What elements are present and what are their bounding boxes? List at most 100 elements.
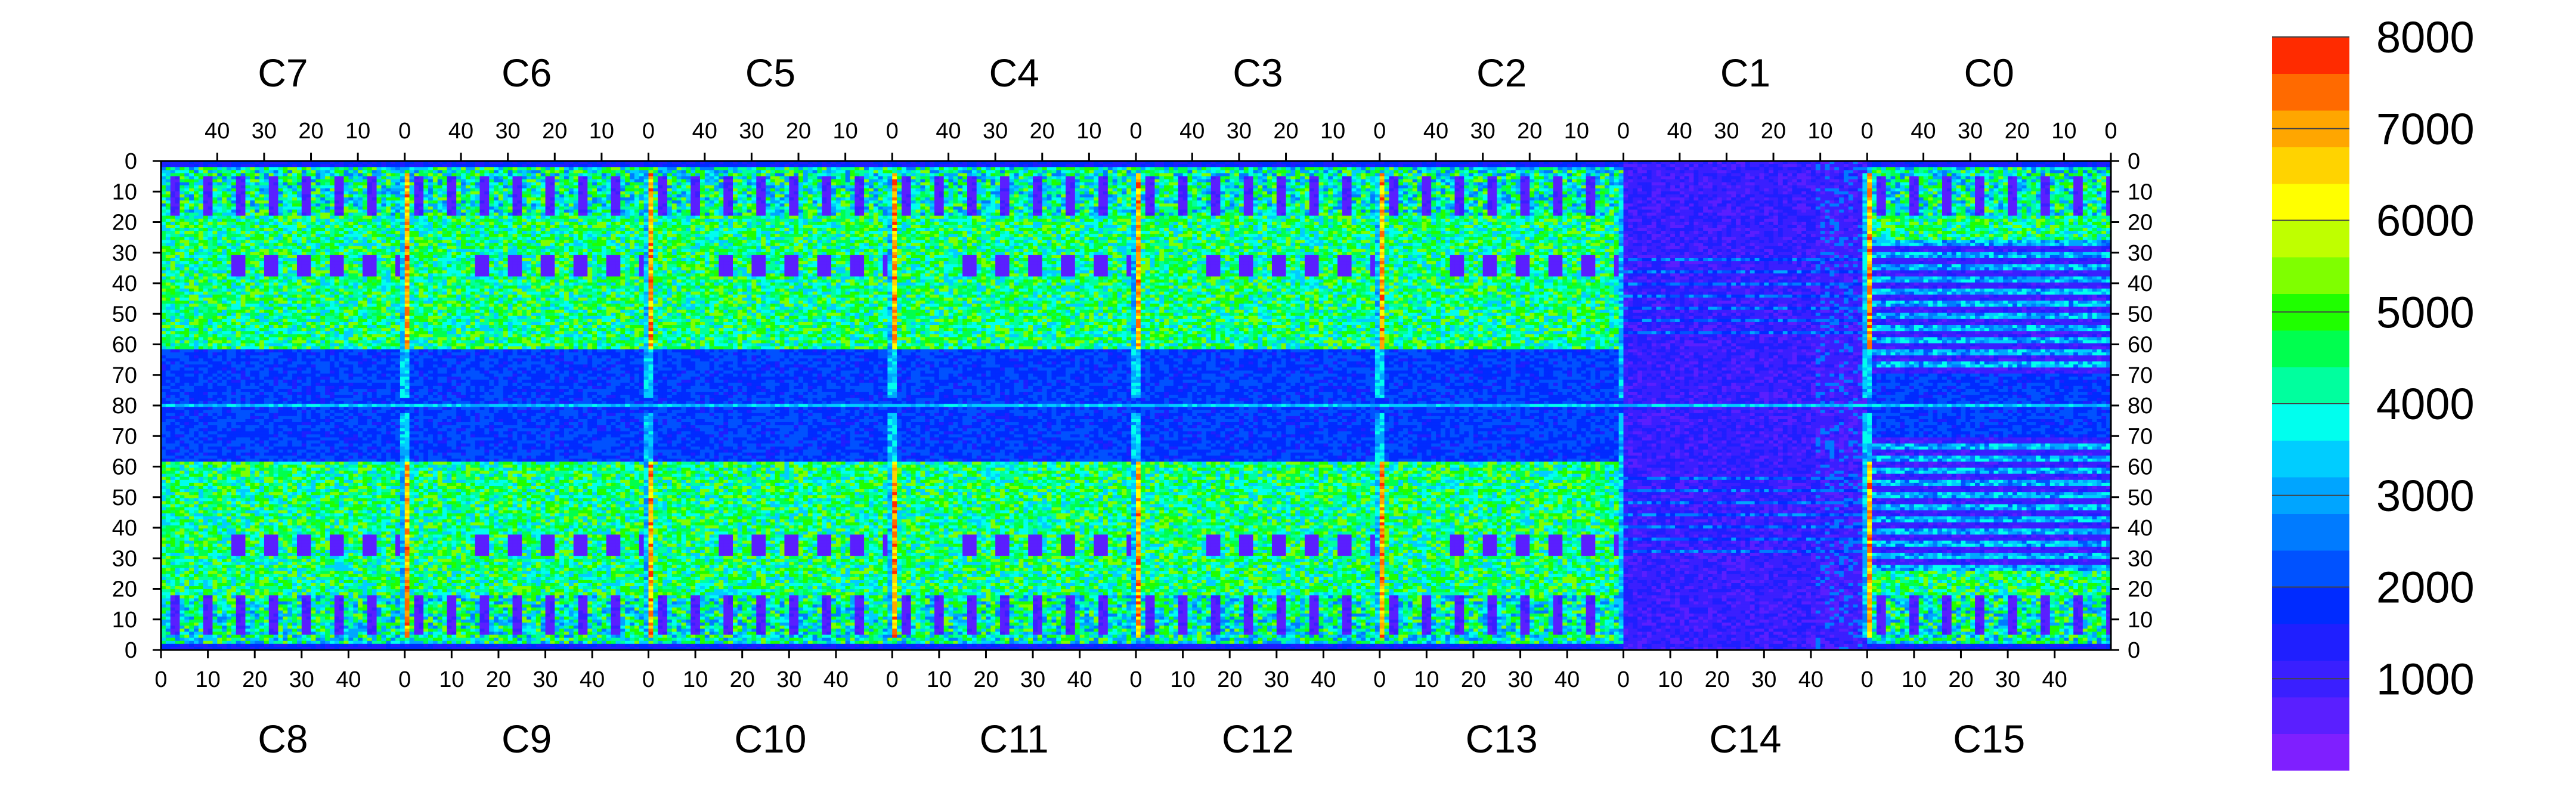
heatmap-cell (208, 380, 213, 383)
heatmap-cell (175, 231, 180, 234)
heatmap-cell (175, 331, 180, 335)
heatmap-cell (166, 456, 171, 459)
heatmap-cell (175, 301, 180, 304)
heatmap-cell (212, 477, 217, 481)
heatmap-cell (212, 620, 217, 623)
heatmap-cell (217, 170, 222, 174)
heatmap-cell (227, 413, 231, 417)
heatmap-cell (199, 246, 203, 250)
heatmap-cell (203, 283, 208, 286)
heatmap-cell (208, 465, 213, 468)
heatmap-cell (208, 267, 213, 271)
heatmap-cell (184, 550, 189, 553)
heatmap-cell (203, 389, 208, 392)
heatmap-cell (222, 191, 227, 195)
heatmap-cell (199, 176, 203, 179)
heatmap-cell (212, 541, 217, 544)
heatmap-cell (189, 319, 194, 323)
heatmap-cell (194, 462, 199, 465)
heatmap-cell (217, 577, 222, 581)
heatmap-cell (171, 495, 175, 499)
heatmap-cell (179, 261, 184, 265)
heatmap-cell (194, 559, 199, 562)
heatmap-cell (212, 641, 217, 645)
heatmap-cell (171, 255, 175, 259)
heatmap-cell (227, 380, 231, 383)
heatmap-cell (171, 519, 175, 523)
heatmap-cell (184, 319, 189, 323)
x-tick-label-top: 0 (1129, 119, 1142, 144)
heatmap-cell (189, 598, 194, 602)
heatmap-cell (189, 316, 194, 320)
heatmap-cell (212, 483, 217, 487)
heatmap-cell (171, 352, 175, 356)
heatmap-cell (217, 471, 222, 475)
heatmap-cell (166, 495, 171, 499)
heatmap-cell (199, 556, 203, 559)
heatmap-cell (212, 480, 217, 484)
heatmap-cell (166, 641, 171, 645)
heatmap-cell (194, 283, 199, 286)
heatmap-cell (199, 425, 203, 429)
heatmap-cell (189, 301, 194, 304)
heatmap-cell (194, 304, 199, 307)
heatmap-cell (203, 252, 208, 256)
heatmap-cell (217, 431, 222, 435)
heatmap-cell (199, 322, 203, 326)
heatmap-cell (179, 480, 184, 484)
heatmap-cell (208, 270, 213, 274)
heatmap-cell (184, 367, 189, 371)
heatmap-cell (227, 191, 231, 195)
heatmap-cell (208, 534, 213, 538)
heatmap-cell (222, 486, 227, 490)
heatmap-cell (203, 313, 208, 317)
heatmap-cell (171, 441, 175, 444)
heatmap-cell (199, 498, 203, 501)
heatmap-cell (171, 626, 175, 629)
heatmap-cell (203, 516, 208, 520)
heatmap-cell (203, 404, 208, 407)
heatmap-cell (194, 191, 199, 195)
heatmap-cell (194, 370, 199, 374)
heatmap-cell (203, 289, 208, 292)
heatmap-cell (179, 401, 184, 404)
heatmap-cell (199, 492, 203, 496)
heatmap-cell (166, 441, 171, 444)
heatmap-cell (212, 501, 217, 504)
heatmap-cell (171, 611, 175, 614)
x-tick-label-bottom: 0 (642, 667, 655, 692)
heatmap-cell (212, 611, 217, 614)
x-tick-label-bottom: 0 (1373, 667, 1386, 692)
heatmap-cell (166, 453, 171, 456)
heatmap-cell (175, 611, 180, 614)
heatmap-cell (203, 349, 208, 353)
heatmap-cell (203, 261, 208, 265)
heatmap-cell (217, 231, 222, 234)
x-tick-label-bottom: 0 (154, 667, 167, 692)
heatmap-cell (175, 255, 180, 259)
heatmap-cell (179, 407, 184, 411)
heatmap-cell (222, 641, 227, 645)
heatmap-cell (212, 471, 217, 475)
heatmap-cell (203, 346, 208, 350)
heatmap-cell (208, 568, 213, 571)
chip-label-bottom: C14 (1709, 717, 1781, 761)
heatmap-cell (199, 467, 203, 471)
heatmap-cell (189, 270, 194, 274)
heatmap-cell (203, 225, 208, 228)
x-tick-label-bottom: 40 (1798, 667, 1823, 692)
heatmap-cell (175, 462, 180, 465)
heatmap-cell (217, 176, 222, 179)
heatmap-cell (203, 231, 208, 234)
heatmap-cell (227, 280, 231, 283)
heatmap-cell (199, 419, 203, 423)
heatmap-cell (194, 614, 199, 617)
heatmap-cell (212, 534, 217, 538)
heatmap-cell (189, 422, 194, 426)
heatmap-cell (212, 273, 217, 277)
heatmap-cell (199, 534, 203, 538)
heatmap-cell (222, 598, 227, 602)
heatmap-cell (227, 456, 231, 459)
heatmap-cell (166, 273, 171, 277)
heatmap-cell (166, 286, 171, 289)
